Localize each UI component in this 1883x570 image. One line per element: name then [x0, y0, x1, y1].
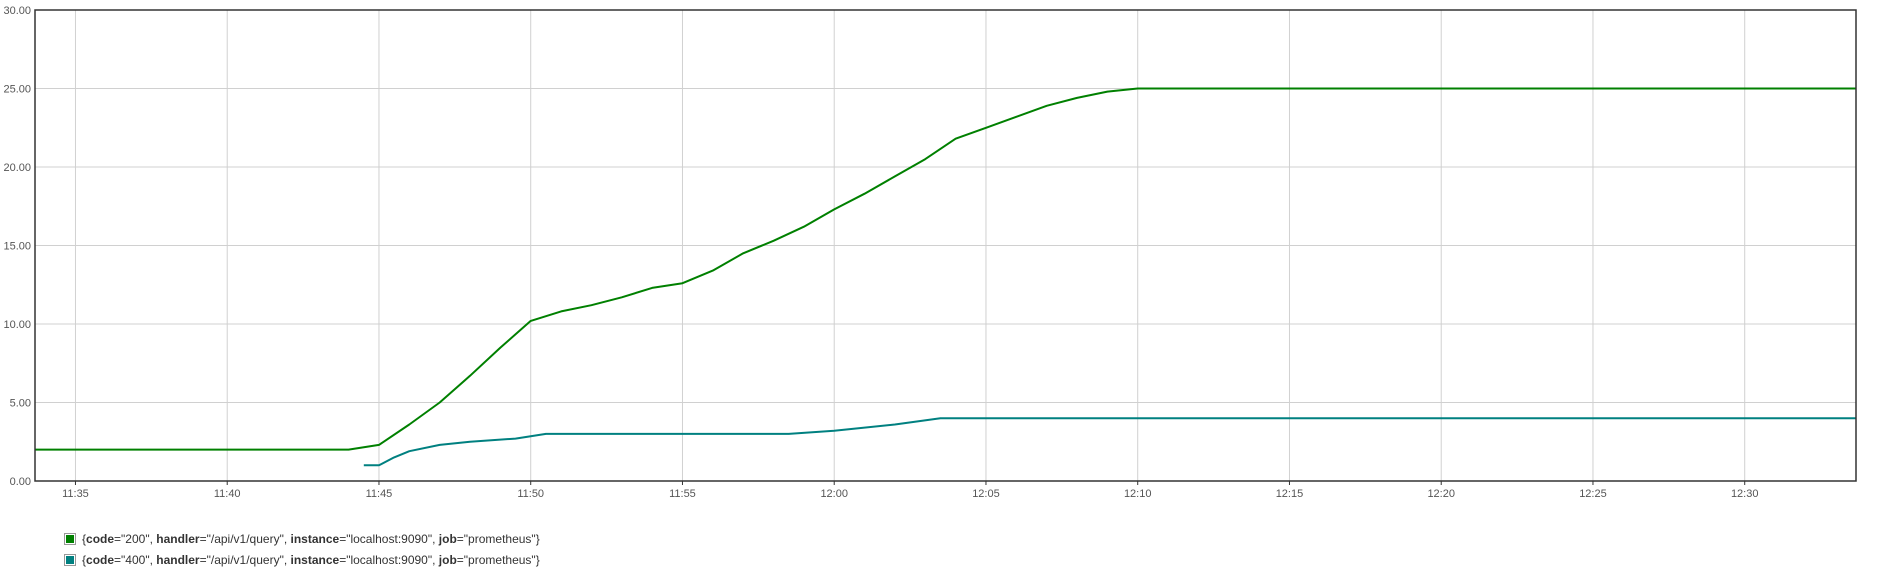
legend-label: {code="400", handler="/api/v1/query", in…: [82, 552, 540, 567]
x-tick-label: 12:15: [1276, 488, 1304, 500]
y-tick-label: 10.00: [3, 319, 31, 331]
series-line-1: [35, 87, 1856, 451]
y-axis-ticks: 0.00 5.00 10.00 15.00 20.00 25.00 30.00: [3, 5, 31, 488]
legend-label-key: handler: [156, 552, 200, 567]
legend-label-key: code: [86, 531, 115, 546]
legend-item[interactable]: {code="400", handler="/api/v1/query", in…: [64, 549, 540, 570]
x-tick-label: 12:25: [1579, 488, 1607, 500]
legend-label: {code="200", handler="/api/v1/query", in…: [82, 531, 540, 546]
legend-label-key: job: [438, 552, 457, 567]
legend-item[interactable]: {code="200", handler="/api/v1/query", in…: [64, 528, 540, 549]
x-axis-ticks: 11:35 11:40 11:45 11:50 11:55 12:00 12:05 12:10…: [62, 481, 1758, 500]
series-line-2: [363, 417, 1856, 467]
legend-label-key: instance: [290, 552, 340, 567]
y-tick-label: 0.00: [10, 476, 31, 488]
x-tick-label: 12:30: [1731, 488, 1759, 500]
y-tick-label: 30.00: [3, 5, 31, 17]
legend-label-key: code: [86, 552, 115, 567]
series-lines: [35, 87, 1856, 467]
y-tick-label: 25.00: [3, 84, 31, 96]
grid-lines: [35, 9, 1856, 482]
legend-label-key: instance: [290, 531, 340, 546]
x-tick-label: 11:50: [517, 488, 544, 500]
y-tick-label: 15.00: [3, 241, 31, 253]
x-tick-label: 12:00: [820, 488, 848, 500]
legend: {code="200", handler="/api/v1/query", in…: [64, 528, 540, 570]
x-tick-label: 11:55: [669, 488, 696, 500]
legend-swatch: [64, 553, 76, 566]
legend-swatch: [64, 532, 76, 545]
x-tick-label: 12:10: [1124, 488, 1152, 500]
y-tick-label: 20.00: [3, 162, 31, 174]
x-tick-label: 11:45: [366, 488, 393, 500]
x-tick-label: 12:20: [1427, 488, 1455, 500]
y-tick-label: 5.00: [10, 398, 31, 410]
x-tick-label: 12:05: [972, 488, 1000, 500]
plot-frame: [34, 9, 1857, 482]
x-tick-label: 11:35: [62, 488, 89, 500]
legend-label-key: handler: [156, 531, 200, 546]
x-tick-label: 11:40: [214, 488, 241, 500]
legend-label-key: job: [438, 531, 457, 546]
